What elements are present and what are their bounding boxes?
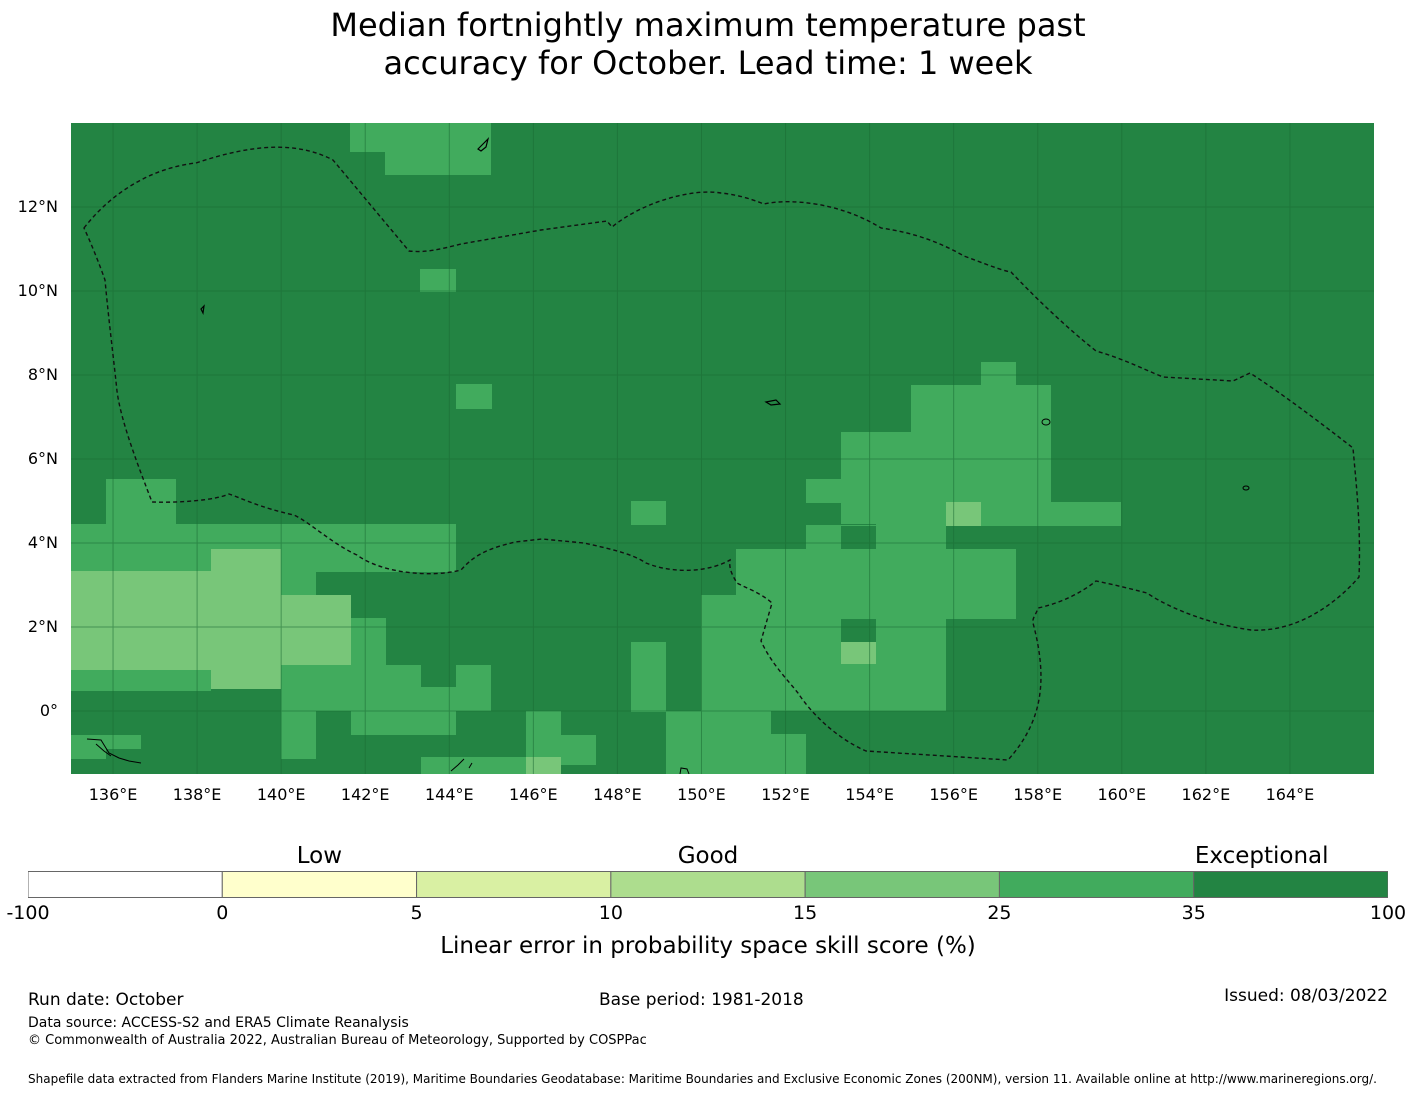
skill-cell: [420, 269, 456, 292]
lat-tick-label: 12°N: [17, 197, 58, 216]
colorbar-canvas: [27, 871, 1389, 898]
colorbar-tick-label: 5: [410, 902, 423, 924]
colorbar-segment: [27, 871, 223, 898]
skill-cell: [946, 502, 981, 526]
base-period: Base period: 1981-2018: [599, 990, 804, 1010]
new-ireland-coast: [450, 758, 473, 772]
colorbar: [27, 871, 1389, 898]
legend-category-label: Low: [296, 843, 343, 869]
legend-category-label: Exceptional: [1194, 843, 1329, 869]
palau-island: [200, 304, 205, 315]
lon-tick-label: 140°E: [256, 785, 306, 804]
skill-cell: [841, 526, 876, 549]
colorbar-segment: [416, 871, 612, 898]
colorbar-segment: [610, 871, 806, 898]
skill-cell: [841, 619, 876, 642]
skill-cell: [841, 642, 876, 666]
skill-cell: [351, 595, 386, 618]
skill-cell: [106, 479, 176, 525]
lon-tick-label: 152°E: [761, 785, 810, 804]
new-guinea-coast: [86, 738, 142, 764]
shapefile-credit: Shapefile data extracted from Flanders M…: [28, 1072, 1377, 1086]
colorbar-segment: [998, 871, 1195, 898]
data-source: Data source: ACCESS-S2 and ERA5 Climate …: [28, 1015, 409, 1031]
colorbar-segment: [221, 871, 418, 898]
kosrae-island: [1242, 485, 1250, 491]
skill-cell: [526, 757, 561, 774]
lon-tick-label: 150°E: [677, 785, 726, 804]
lon-tick-label: 148°E: [593, 785, 642, 804]
colorbar-segment: [1193, 871, 1389, 898]
skill-cell: [631, 501, 666, 525]
skill-cell: [631, 642, 666, 712]
lat-tick-label: 4°N: [27, 533, 58, 552]
skill-cell: [351, 711, 456, 735]
lon-tick-label: 136°E: [88, 785, 138, 804]
lat-tick-label: 0°: [39, 701, 58, 720]
issued-date: Issued: 08/03/2022: [1224, 986, 1388, 1006]
lon-tick-label: 162°E: [1181, 785, 1231, 804]
lon-tick-label: 154°E: [845, 785, 894, 804]
skill-cell: [385, 123, 491, 175]
lon-tick-label: 156°E: [929, 785, 978, 804]
skill-cell: [561, 642, 596, 688]
colorbar-tick-label: 35: [1181, 902, 1206, 924]
title-line-2: accuracy for October. Lead time: 1 week: [383, 44, 1033, 82]
lat-tick-label: 6°N: [27, 449, 58, 468]
skill-cell: [561, 735, 596, 765]
skill-cell: [806, 479, 876, 503]
skill-cell: [71, 735, 106, 759]
skill-score-map: [71, 123, 1374, 774]
lat-tick-label: 8°N: [27, 365, 58, 384]
skill-cell: [876, 502, 1121, 526]
title-line-1: Median fortnightly maximum temperature p…: [330, 6, 1086, 44]
colorbar-title: Linear error in probability space skill …: [440, 933, 976, 959]
colorbar-tick-label: 10: [598, 902, 623, 924]
lon-tick-label: 164°E: [1265, 785, 1315, 804]
skill-cell: [106, 735, 141, 749]
skill-cell: [911, 526, 946, 562]
skill-cell: [771, 664, 876, 711]
skill-cell: [421, 664, 456, 687]
run-date: Run date: October: [28, 990, 184, 1010]
colorbar-tick-label: -100: [6, 902, 50, 924]
lat-tick-label: 2°N: [27, 617, 58, 636]
map-title: Median fortnightly maximum temperature p…: [0, 6, 1416, 82]
map-canvas: [71, 123, 1374, 774]
legend-category-label: Good: [677, 843, 739, 869]
skill-cell: [281, 735, 316, 759]
chuuk-island: [764, 399, 782, 406]
skill-cell: [701, 734, 806, 774]
colorbar-tick-label: 0: [216, 902, 229, 924]
skill-cell: [71, 571, 211, 670]
colorbar-tick-label: 15: [793, 902, 818, 924]
skill-cells: [71, 123, 1121, 774]
skill-cell: [281, 711, 316, 735]
lon-tick-label: 138°E: [172, 785, 222, 804]
colorbar-segment: [804, 871, 1000, 898]
lat-tick-label: 10°N: [17, 281, 58, 300]
skill-cell: [316, 572, 386, 595]
lon-tick-label: 160°E: [1097, 785, 1147, 804]
manus-coast: [679, 767, 690, 774]
guam-island: [477, 137, 490, 152]
lon-tick-label: 158°E: [1013, 785, 1063, 804]
copyright: © Commonwealth of Australia 2022, Austra…: [28, 1033, 647, 1048]
skill-cell: [456, 384, 492, 409]
colorbar-tick-label: 25: [987, 902, 1012, 924]
colorbar-tick-label: 100: [1369, 902, 1407, 924]
skill-cell: [71, 669, 211, 691]
lon-tick-label: 146°E: [509, 785, 558, 804]
skill-cell: [981, 362, 1016, 409]
pohnpei-island: [1041, 418, 1051, 426]
lon-tick-label: 144°E: [424, 785, 474, 804]
skill-cell: [281, 665, 491, 711]
lon-tick-label: 142°E: [340, 785, 390, 804]
